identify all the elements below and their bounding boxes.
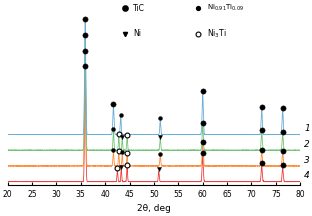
Text: TiC: TiC (134, 4, 145, 13)
Text: 4: 4 (304, 172, 310, 180)
Text: Ni: Ni (134, 29, 141, 38)
Text: 1: 1 (304, 124, 310, 133)
X-axis label: 2θ, deg: 2θ, deg (137, 204, 171, 213)
Text: Ni$_{0.91}$Ti$_{0.09}$: Ni$_{0.91}$Ti$_{0.09}$ (207, 3, 244, 13)
Text: Ni$_3$Ti: Ni$_3$Ti (207, 28, 226, 40)
Text: 3: 3 (304, 156, 310, 165)
Text: 2: 2 (304, 140, 310, 149)
